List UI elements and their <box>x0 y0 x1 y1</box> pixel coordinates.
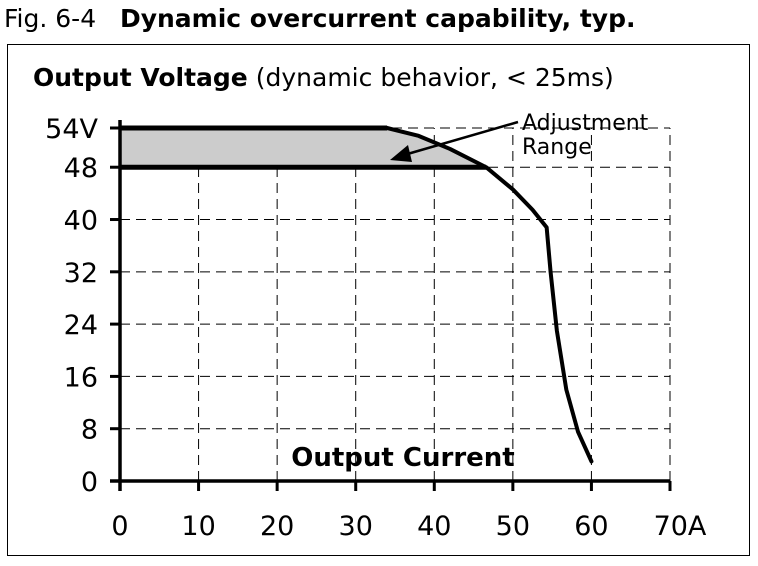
chart-subtitle: (dynamic behavior, < 25ms) <box>256 63 614 92</box>
chart-title: Output Voltage <box>33 63 248 92</box>
figure-number: Fig. 6-4 <box>4 4 97 33</box>
overcurrent-curve <box>385 126 594 464</box>
x-tick-label: 60 <box>574 511 608 542</box>
x-axis-label: Output Current <box>291 443 514 473</box>
figure-caption: Fig. 6-4 Dynamic overcurrent capability,… <box>4 4 635 33</box>
y-tick-label: 48 <box>64 153 98 184</box>
x-tick-label: 40 <box>417 511 451 542</box>
y-tick-label: 8 <box>81 415 98 446</box>
chart-title-group: Output Voltage (dynamic behavior, < 25ms) <box>33 63 614 92</box>
x-tick-label: 30 <box>339 511 373 542</box>
y-tick-label: 54V <box>45 114 98 145</box>
y-tick-label: 40 <box>64 206 98 237</box>
x-tick-label: 50 <box>496 511 530 542</box>
x-tick-label: 10 <box>181 511 215 542</box>
annotation-arrowhead <box>390 145 412 162</box>
y-tick-label: 24 <box>64 310 98 341</box>
chart-frame <box>7 44 750 556</box>
grid: 0 10 20 30 40 50 60 70A 0 8 16 24 32 40 48 54V <box>45 114 707 542</box>
annotation: Adjustment Range <box>390 111 649 162</box>
x-tick-label: 20 <box>260 511 294 542</box>
annotation-line2: Range <box>522 135 592 160</box>
x-tick-label: 70A <box>654 511 707 542</box>
y-tick-label: 32 <box>64 258 98 289</box>
x-tick-label: 0 <box>111 511 128 542</box>
annotation-arrow <box>403 120 519 157</box>
figure-title: Dynamic overcurrent capability, typ. <box>119 4 636 33</box>
annotation-line1: Adjustment <box>522 111 649 136</box>
y-tick-label: 0 <box>81 467 98 498</box>
y-tick-label: 16 <box>64 362 98 393</box>
